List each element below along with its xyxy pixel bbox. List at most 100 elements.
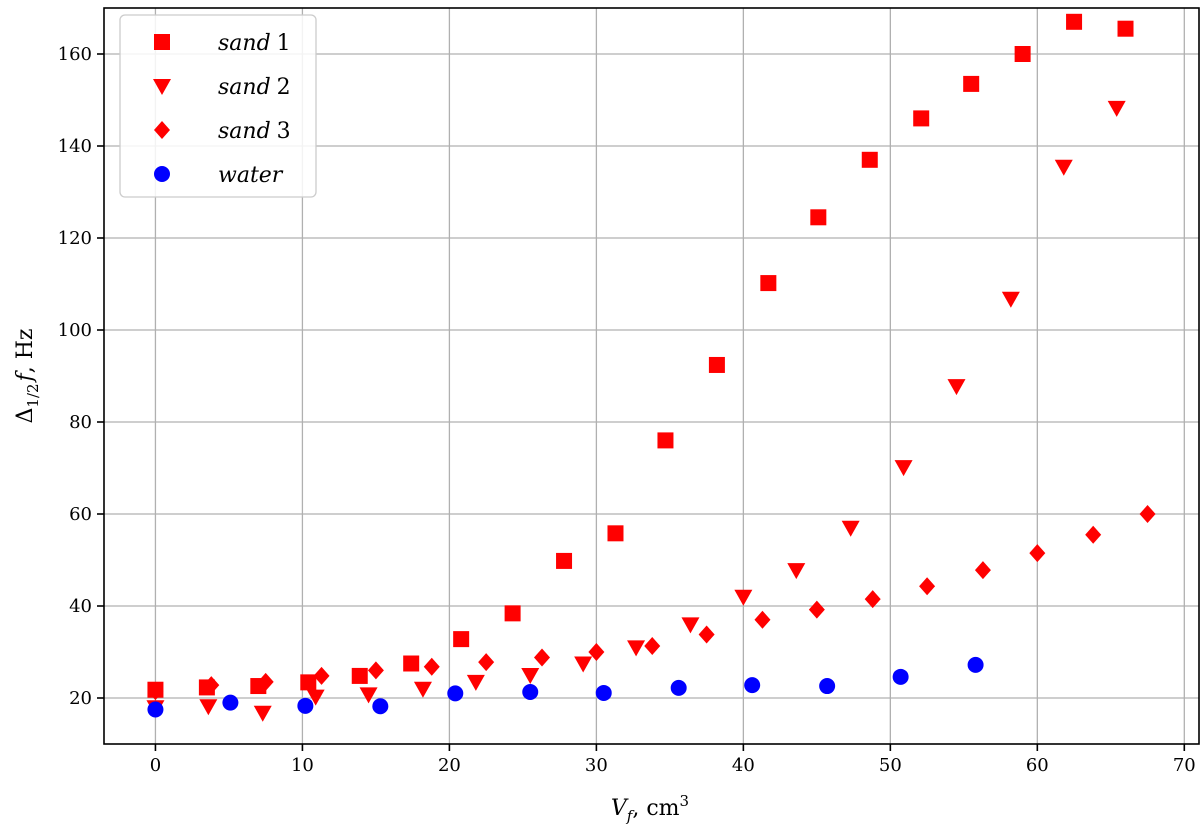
point-sand-3 — [1029, 544, 1046, 563]
point-water — [222, 694, 239, 711]
point-sand-2 — [787, 563, 806, 580]
point-water — [967, 656, 984, 673]
series-sand-1 — [147, 13, 1134, 698]
x-tick-label: 30 — [585, 755, 608, 776]
point-sand-1 — [963, 75, 980, 92]
point-water — [447, 685, 464, 702]
point-sand-3 — [754, 610, 771, 629]
point-sand-2 — [306, 689, 325, 706]
point-sand-1 — [1117, 20, 1134, 37]
x-tick-label: 10 — [291, 755, 314, 776]
point-water — [819, 678, 836, 695]
point-sand-2 — [1107, 100, 1126, 117]
grid — [104, 8, 1199, 744]
point-water — [595, 684, 612, 701]
point-sand-1 — [657, 432, 674, 449]
axis-ticks: 0 10 20 30 40 50 60 70 20 40 60 80 100 120 140 160 — [58, 44, 1196, 776]
point-water — [892, 668, 909, 685]
point-water — [522, 684, 539, 701]
point-sand-2 — [627, 640, 646, 657]
point-sand-2 — [466, 674, 485, 691]
point-sand-3 — [1085, 525, 1102, 544]
point-water — [744, 677, 761, 694]
point-sand-2 — [199, 699, 218, 716]
x-tick-label: 40 — [732, 755, 755, 776]
point-sand-2 — [894, 460, 913, 477]
x-tick-label: 0 — [150, 755, 161, 776]
plot-frame — [103, 7, 1200, 745]
y-tick-label: 160 — [58, 44, 92, 65]
point-sand-1 — [453, 631, 470, 648]
point-sand-2 — [1054, 159, 1073, 176]
point-sand-1 — [1014, 46, 1031, 62]
point-sand-3 — [147, 682, 164, 701]
x-axis-label: Vf, cm3 — [611, 792, 689, 825]
point-sand-2 — [359, 687, 378, 704]
legend-marker-sand-1 — [154, 34, 170, 50]
legend-label-sand-1: sand 1 — [218, 31, 291, 56]
point-sand-3 — [974, 561, 991, 580]
x-tick-label: 60 — [1026, 755, 1049, 776]
point-water — [372, 698, 389, 715]
point-sand-1 — [403, 655, 420, 672]
y-tick-label: 40 — [69, 596, 92, 617]
point-sand-2 — [413, 681, 432, 698]
legend-marker-water — [154, 166, 170, 182]
point-sand-3 — [644, 637, 661, 656]
series-sand-3 — [147, 505, 1156, 701]
legend-label-sand-2: sand 2 — [218, 75, 291, 100]
point-sand-3 — [588, 643, 605, 661]
point-sand-3 — [919, 577, 936, 596]
point-sand-1 — [351, 667, 368, 684]
point-sand-3 — [423, 657, 440, 676]
point-sand-3 — [808, 600, 825, 619]
point-sand-1 — [1066, 13, 1083, 30]
legend: sand 1 sand 2 sand 3 water — [119, 14, 317, 198]
data-points — [146, 13, 1156, 722]
y-tick-label: 140 — [58, 136, 92, 157]
y-tick-label: 20 — [69, 688, 92, 709]
point-sand-3 — [257, 672, 274, 691]
y-axis-label: Δ1/2f, Hz — [13, 329, 42, 424]
y-tick-label: 80 — [69, 412, 92, 433]
point-sand-2 — [574, 656, 593, 673]
point-sand-3 — [1139, 505, 1156, 523]
point-sand-1 — [913, 110, 930, 127]
series-water — [147, 656, 984, 718]
point-water — [670, 679, 687, 696]
point-sand-1 — [300, 674, 317, 691]
point-sand-3 — [367, 661, 384, 680]
series-sand-2 — [146, 100, 1126, 722]
y-tick-label: 100 — [58, 320, 92, 341]
point-sand-1 — [556, 552, 573, 569]
point-sand-2 — [841, 520, 860, 537]
legend-marker-sand-2 — [153, 79, 171, 95]
point-water — [297, 697, 314, 714]
point-sand-3 — [203, 676, 220, 695]
legend-label-water: water — [218, 163, 284, 188]
point-sand-2 — [521, 668, 540, 684]
point-sand-3 — [864, 590, 881, 609]
point-sand-1 — [810, 209, 827, 226]
point-sand-3 — [313, 666, 330, 685]
x-tick-label: 20 — [438, 755, 461, 776]
legend-box — [119, 14, 317, 198]
legend-label-sand-3: sand 3 — [218, 119, 291, 144]
x-tick-label: 50 — [879, 755, 902, 776]
legend-marker-sand-3 — [154, 121, 170, 139]
point-sand-2 — [947, 379, 966, 396]
point-sand-2 — [681, 617, 700, 634]
point-sand-1 — [504, 605, 521, 622]
y-tick-label: 60 — [69, 504, 92, 525]
point-sand-1 — [607, 525, 624, 542]
x-tick-label: 70 — [1173, 755, 1196, 776]
point-sand-2 — [734, 589, 753, 606]
point-sand-2 — [253, 705, 272, 722]
point-sand-1 — [861, 151, 878, 168]
point-sand-3 — [534, 648, 550, 667]
point-sand-1 — [708, 356, 725, 373]
point-sand-1 — [760, 275, 777, 292]
point-sand-2 — [1001, 291, 1020, 308]
y-tick-label: 120 — [58, 228, 92, 249]
point-water — [147, 701, 164, 718]
